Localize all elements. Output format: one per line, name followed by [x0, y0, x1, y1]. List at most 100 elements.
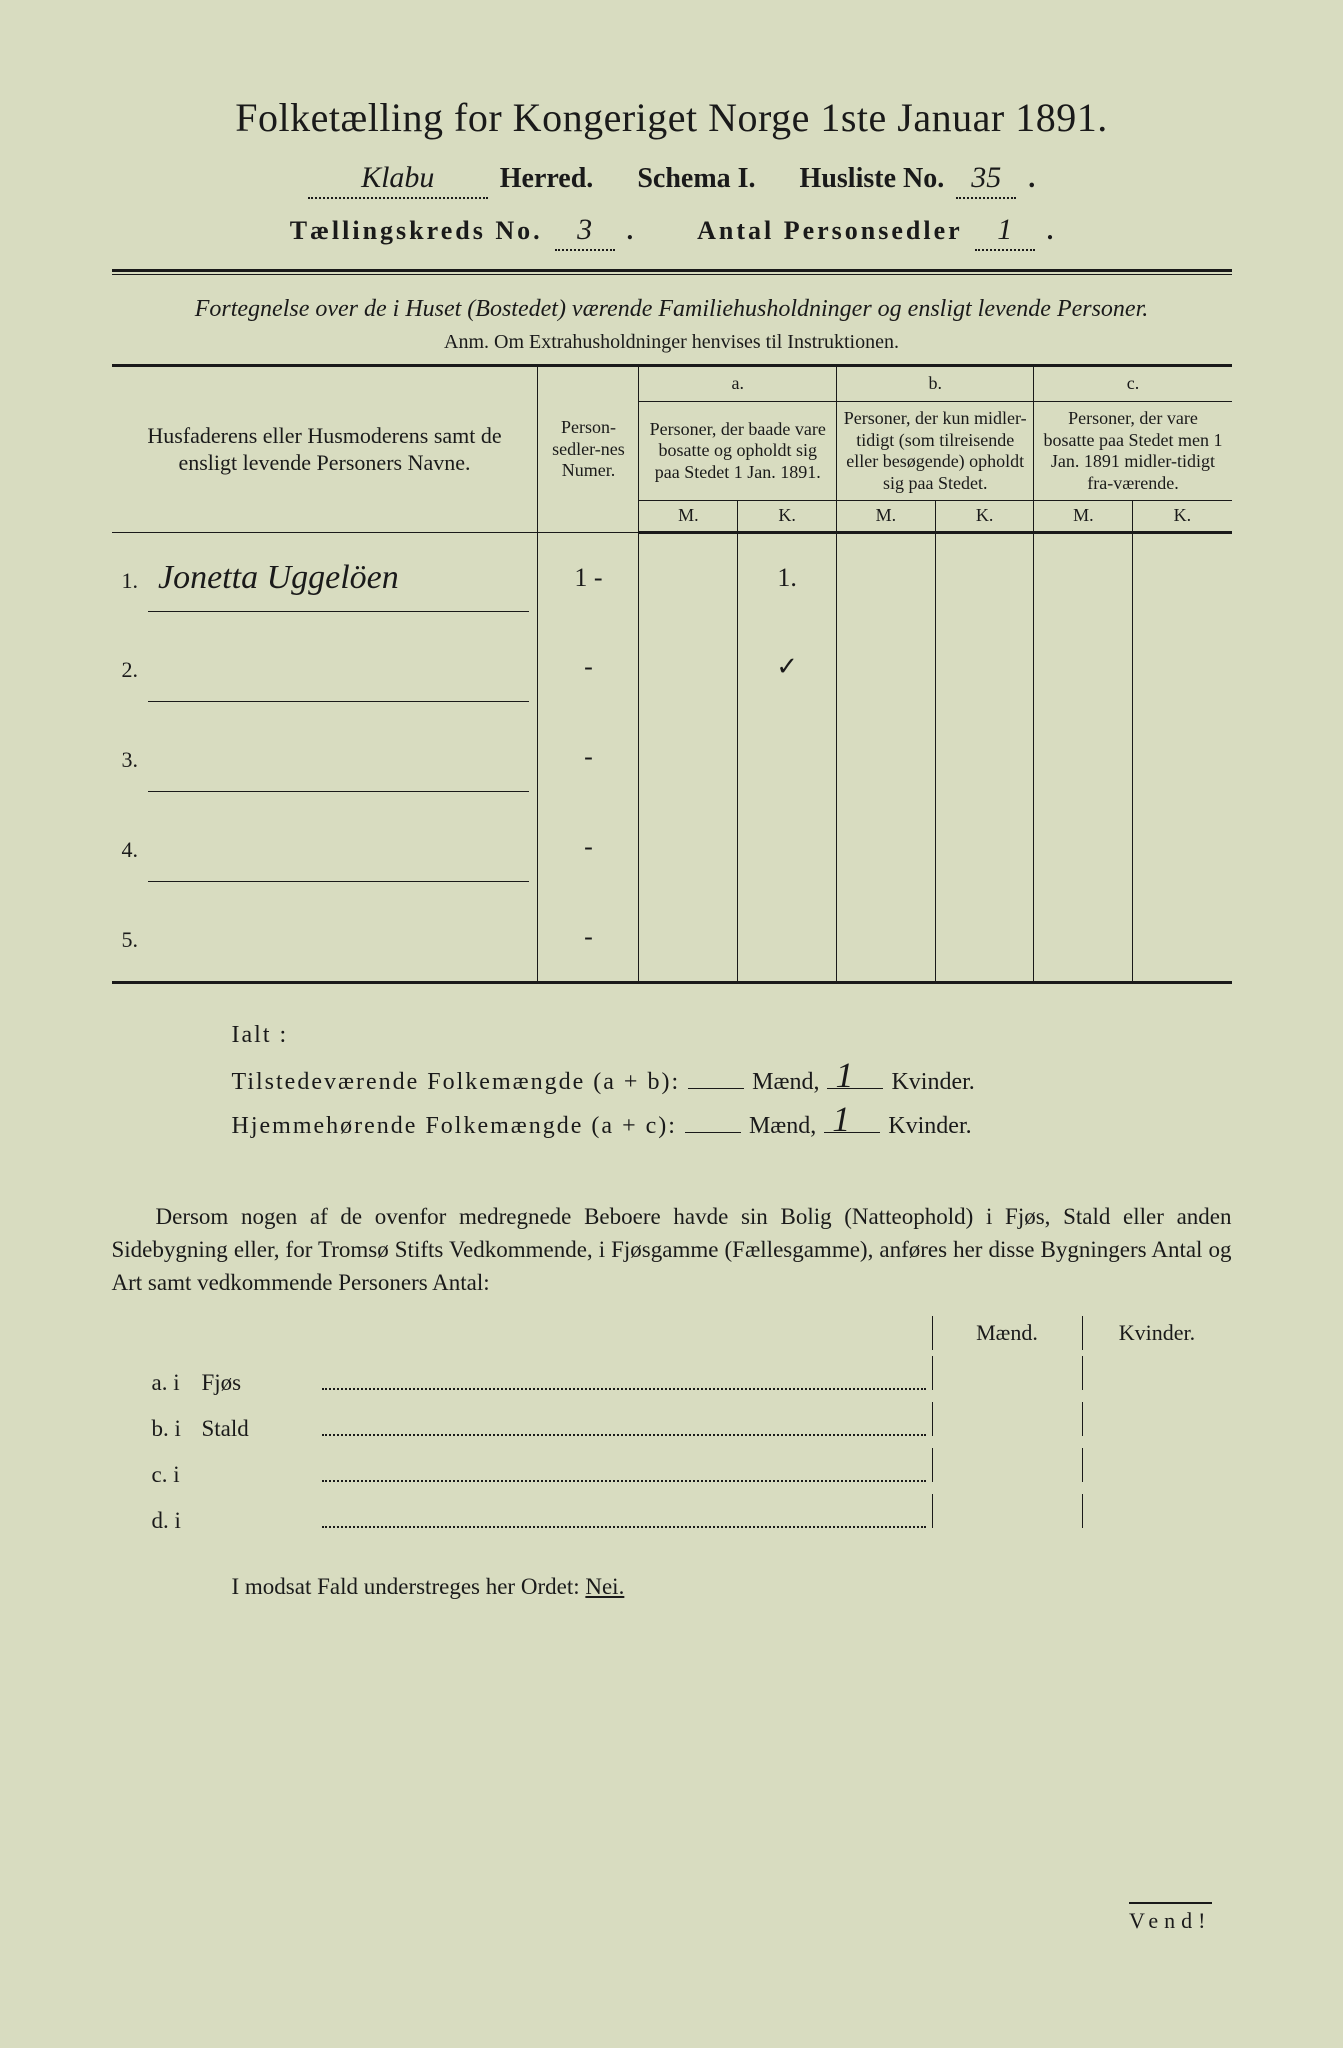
c-k-cell[interactable] — [1133, 532, 1232, 622]
table-row: 3. - — [112, 712, 1232, 802]
husliste-label: Husliste No. — [800, 163, 945, 195]
col-a-k: K. — [738, 501, 837, 533]
name-cell[interactable]: 3. — [112, 712, 538, 802]
hjemme-line: Hjemmehørende Folkemængde (a + c): Mænd,… — [232, 1106, 1232, 1139]
sidebld-row-a: a. i Fjøs — [112, 1356, 1232, 1396]
ialt-label: Ialt : — [232, 1022, 1232, 1049]
b-m-cell[interactable] — [836, 712, 935, 802]
a-m-cell[interactable] — [639, 622, 738, 712]
kreds-no-field[interactable]: 3 — [555, 213, 615, 251]
schema-label: Schema I. — [637, 163, 755, 195]
tilstede-k-field[interactable]: 1 — [827, 1063, 883, 1089]
col-b-m: M. — [836, 501, 935, 533]
section-description: Fortegnelse over de i Huset (Bostedet) v… — [112, 293, 1232, 325]
col-b-k: K. — [935, 501, 1034, 533]
c-m-cell[interactable] — [1034, 712, 1133, 802]
a-m-cell[interactable] — [639, 532, 738, 622]
a-m-cell[interactable] — [639, 802, 738, 892]
col-c-k: K. — [1133, 501, 1232, 533]
row-label: Fjøs — [202, 1370, 322, 1396]
divider — [112, 269, 1232, 275]
col-header-num: Person-sedler-nes Numer. — [538, 366, 639, 533]
c-k-cell[interactable] — [1133, 622, 1232, 712]
b-k-cell[interactable] — [935, 622, 1034, 712]
census-form: Folketælling for Kongeriget Norge 1ste J… — [42, 44, 1302, 2004]
a-k-cell[interactable]: ✓ — [738, 622, 837, 712]
k-field[interactable] — [1082, 1402, 1232, 1436]
m-field[interactable] — [932, 1356, 1082, 1390]
side-building-paragraph: Dersom nogen af de ovenfor medregnede Be… — [112, 1200, 1232, 1300]
hjemme-k-field[interactable]: 1 — [824, 1106, 880, 1132]
num-cell[interactable]: 1 - — [538, 532, 639, 622]
a-k-cell[interactable] — [738, 892, 837, 982]
col-desc-a: Personer, der baade vare bosatte og opho… — [639, 401, 837, 500]
vend-label: Vend! — [1129, 1902, 1212, 1934]
totals-block: Ialt : Tilstedeværende Folkemængde (a + … — [232, 1022, 1232, 1140]
c-m-cell[interactable] — [1034, 892, 1133, 982]
b-k-cell[interactable] — [935, 802, 1034, 892]
table-row: 4. - — [112, 802, 1232, 892]
a-m-cell[interactable] — [639, 892, 738, 982]
dotted-line[interactable] — [322, 1459, 926, 1482]
num-cell[interactable]: - — [538, 802, 639, 892]
k-field[interactable] — [1082, 1356, 1232, 1390]
name-cell[interactable]: 1. Jonetta Uggelöen — [112, 532, 538, 622]
mk-header: Mænd. Kvinder. — [112, 1316, 1232, 1350]
col-header-b: b. — [836, 366, 1034, 402]
b-k-cell[interactable] — [935, 532, 1034, 622]
c-k-cell[interactable] — [1133, 892, 1232, 982]
sidebld-row-b: b. i Stald — [112, 1402, 1232, 1442]
dotted-line[interactable] — [322, 1367, 926, 1390]
tilstede-m-field[interactable] — [688, 1063, 744, 1089]
sidebld-row-c: c. i — [112, 1448, 1232, 1488]
c-k-cell[interactable] — [1133, 802, 1232, 892]
m-field[interactable] — [932, 1448, 1082, 1482]
name-cell[interactable]: 2. — [112, 622, 538, 712]
kvinder-label: Kvinder. — [888, 1113, 971, 1140]
a-k-cell[interactable] — [738, 802, 837, 892]
k-field[interactable] — [1082, 1448, 1232, 1482]
m-field[interactable] — [932, 1402, 1082, 1436]
b-m-cell[interactable] — [836, 892, 935, 982]
header-line-2: Tællingskreds No. 3. Antal Personsedler … — [112, 213, 1232, 251]
col-desc-b: Personer, der kun midler-tidigt (som til… — [836, 401, 1034, 500]
herred-field[interactable]: Klabu — [308, 161, 488, 199]
antal-label: Antal Personsedler — [697, 216, 963, 246]
num-cell[interactable]: - — [538, 712, 639, 802]
col-desc-c: Personer, der vare bosatte paa Stedet me… — [1034, 401, 1232, 500]
husliste-no-field[interactable]: 35 — [956, 161, 1016, 199]
a-k-cell[interactable]: 1. — [738, 532, 837, 622]
table-row: 2. - ✓ — [112, 622, 1232, 712]
a-m-cell[interactable] — [639, 712, 738, 802]
col-c-m: M. — [1034, 501, 1133, 533]
row-lead: c. i — [112, 1462, 202, 1488]
b-m-cell[interactable] — [836, 802, 935, 892]
num-cell[interactable]: - — [538, 892, 639, 982]
dotted-line[interactable] — [322, 1505, 926, 1528]
col-header-name: Husfaderens eller Husmoderens samt de en… — [112, 366, 538, 533]
row-lead: b. i — [112, 1416, 202, 1442]
m-field[interactable] — [932, 1494, 1082, 1528]
c-m-cell[interactable] — [1034, 532, 1133, 622]
a-k-cell[interactable] — [738, 712, 837, 802]
kvinder-header: Kvinder. — [1082, 1316, 1232, 1350]
name-cell[interactable]: 5. — [112, 892, 538, 982]
c-m-cell[interactable] — [1034, 622, 1133, 712]
b-k-cell[interactable] — [935, 892, 1034, 982]
hjemme-m-field[interactable] — [685, 1106, 741, 1132]
b-k-cell[interactable] — [935, 712, 1034, 802]
b-m-cell[interactable] — [836, 532, 935, 622]
c-m-cell[interactable] — [1034, 802, 1133, 892]
dotted-line[interactable] — [322, 1413, 926, 1436]
nei-line: I modsat Fald understreges her Ordet: Ne… — [112, 1574, 1232, 1600]
col-header-c: c. — [1034, 366, 1232, 402]
c-k-cell[interactable] — [1133, 712, 1232, 802]
b-m-cell[interactable] — [836, 622, 935, 712]
col-a-m: M. — [639, 501, 738, 533]
antal-field[interactable]: 1 — [975, 213, 1035, 251]
k-field[interactable] — [1082, 1494, 1232, 1528]
name-cell[interactable]: 4. — [112, 802, 538, 892]
num-cell[interactable]: - — [538, 622, 639, 712]
tilstede-label: Tilstedeværende Folkemængde (a + b): — [232, 1069, 681, 1096]
tilstede-line: Tilstedeværende Folkemængde (a + b): Mæn… — [232, 1063, 1232, 1096]
